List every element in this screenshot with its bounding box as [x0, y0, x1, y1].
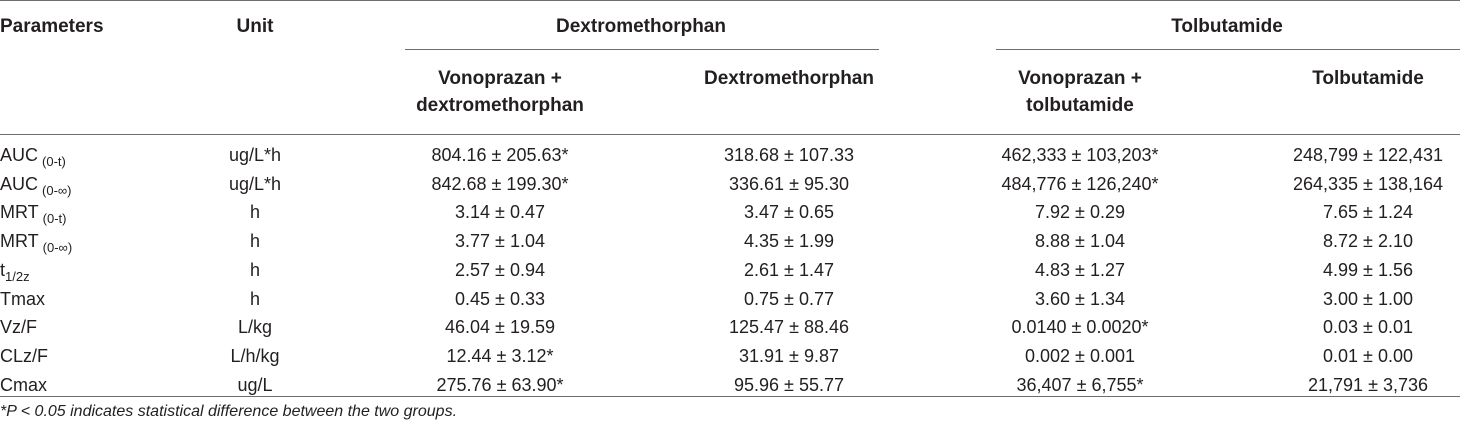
cell-value: 3.60 ± 1.34: [1035, 288, 1125, 309]
cell-value: 4.99 ± 1.56: [1323, 259, 1413, 280]
parameter-subscript: (0-t): [42, 211, 67, 227]
cell-unit: L/h/kg: [230, 345, 280, 366]
table-row: Vz/F L/kg 46.04 ± 19.59 125.47 ± 88.46 0.014…: [0, 314, 1460, 340]
parameter-name: AUC: [0, 145, 39, 165]
cell-value: 0.0140 ± 0.0020*: [1011, 317, 1149, 338]
subheader-vonoprazan-dextromethorphan: Vonoprazan + dextromethorphan: [416, 65, 584, 119]
cell-value: 336.61 ± 95.30: [729, 173, 849, 194]
table-row: Tmax h 0.45 ± 0.33 0.75 ± 0.77 3.60 ± 1.34 3.…: [0, 286, 1460, 312]
subheader-tolbutamide: Tolbutamide: [1312, 65, 1424, 92]
group-rule-dextromethorphan: [405, 49, 879, 50]
cell-value: 484,776 ± 126,240*: [1001, 173, 1159, 194]
cell-value: 804.16 ± 205.63*: [431, 145, 569, 165]
cell-value: 36,407 ± 6,755*: [1016, 374, 1144, 395]
cell-value: 3.00 ± 1.00: [1323, 288, 1413, 309]
cell-value: 2.57 ± 0.94: [455, 259, 545, 280]
cell-value: 8.72 ± 2.10: [1323, 231, 1413, 252]
cell-value: 95.96 ± 55.77: [734, 374, 844, 395]
table-row: MRT (0-t) h 3.14 ± 0.47 3.47 ± 0.65 7.92 ± 0.…: [0, 199, 1460, 226]
subheader-line: dextromethorphan: [416, 95, 584, 116]
cell-parameter: Cmax: [0, 372, 47, 398]
cell-value: 248,799 ± 122,431: [1292, 145, 1444, 165]
cell-value: 3.77 ± 1.04: [455, 231, 545, 252]
cell-parameter: AUC (0-∞): [0, 171, 72, 204]
cell-value: 462,333 ± 103,203*: [1001, 145, 1159, 165]
table-row: t1/2z h 2.57 ± 0.94 2.61 ± 1.47 4.83 ± 1.27 4…: [0, 257, 1460, 284]
header-unit: Unit: [236, 16, 274, 37]
cell-unit: ug/L*h: [228, 173, 282, 194]
cell-value: 264,335 ± 138,164: [1292, 173, 1444, 194]
table-row: CLz/F L/h/kg 12.44 ± 3.12* 31.91 ± 9.87 0.00…: [0, 343, 1460, 369]
subheader-line: Vonoprazan +: [438, 68, 562, 89]
parameter-name: Tmax: [0, 288, 45, 309]
cell-value: 7.92 ± 0.29: [1035, 202, 1125, 223]
parameter-subscript: (0-∞): [42, 240, 73, 256]
table-row: MRT (0-∞) h 3.77 ± 1.04 4.35 ± 1.99 8.88 ± 1.…: [0, 228, 1460, 255]
cell-unit: h: [249, 259, 261, 280]
subheader-line: Tolbutamide: [1312, 68, 1424, 89]
subheader-line: tolbutamide: [1026, 95, 1134, 116]
cell-parameter: Tmax: [0, 286, 45, 312]
table-bottom-rule: [0, 396, 1460, 397]
cell-value: 0.01 ± 0.00: [1323, 345, 1413, 366]
subheader-line: Dextromethorphan: [704, 68, 874, 89]
header-group-tolbutamide: Tolbutamide: [1171, 16, 1283, 37]
table-row: AUC (0-t) ug/L*h 804.16 ± 205.63* 318.68 ± 1…: [0, 142, 1460, 169]
cell-value: 7.65 ± 1.24: [1323, 202, 1413, 223]
parameter-subscript: 1/2z: [5, 268, 30, 284]
cell-value: 8.88 ± 1.04: [1035, 231, 1125, 252]
cell-unit: h: [249, 288, 261, 309]
parameter-name: CLz/F: [0, 345, 49, 366]
cell-value: 31.91 ± 9.87: [739, 345, 839, 366]
subheader-dextromethorphan: Dextromethorphan: [704, 65, 874, 92]
table-row: AUC (0-∞) ug/L*h 842.68 ± 199.30* 336.61 ± 9…: [0, 171, 1460, 198]
cell-value: 2.61 ± 1.47: [744, 259, 834, 280]
cell-unit: ug/L*h: [228, 145, 282, 165]
cell-value: 0.45 ± 0.33: [455, 288, 545, 309]
cell-value: 0.002 ± 0.001: [1025, 345, 1135, 366]
table-top-rule: [0, 0, 1460, 1]
cell-value: 275.76 ± 63.90*: [436, 374, 564, 395]
cell-value: 4.83 ± 1.27: [1035, 259, 1125, 280]
cell-value: 12.44 ± 3.12*: [446, 345, 554, 366]
parameter-name: MRT: [0, 231, 39, 252]
cell-parameter: Vz/F: [0, 314, 37, 340]
cell-value: 4.35 ± 1.99: [744, 231, 834, 252]
parameter-subscript: (0-t): [42, 154, 66, 169]
cell-value: 0.03 ± 0.01: [1323, 317, 1413, 338]
cell-value: 318.68 ± 107.33: [724, 145, 854, 165]
cell-parameter: MRT (0-t): [0, 199, 67, 232]
table-footnote: *P < 0.05 indicates statistical differen…: [0, 403, 458, 420]
cell-value: 3.47 ± 0.65: [744, 202, 834, 223]
cell-value: 125.47 ± 88.46: [729, 317, 849, 338]
parameter-name: MRT: [0, 202, 39, 223]
cell-parameter: MRT (0-∞): [0, 228, 72, 261]
parameter-name: t: [0, 259, 6, 280]
cell-parameter: AUC (0-t): [0, 142, 66, 175]
cell-value: 46.04 ± 19.59: [445, 317, 555, 338]
cell-value: 0.75 ± 0.77: [744, 288, 834, 309]
subheader-vonoprazan-tolbutamide: Vonoprazan + tolbutamide: [1018, 65, 1142, 119]
cell-unit: h: [249, 202, 261, 223]
table-row: Cmax ug/L 275.76 ± 63.90* 95.96 ± 55.77 36,4…: [0, 372, 1460, 398]
table-header-rule: [0, 134, 1460, 135]
header-group-dextromethorphan: Dextromethorphan: [556, 16, 726, 37]
subheader-line: Vonoprazan +: [1018, 68, 1142, 89]
cell-unit: h: [249, 231, 261, 252]
cell-parameter: t1/2z: [0, 257, 30, 290]
group-rule-tolbutamide: [996, 49, 1460, 50]
parameter-name: AUC: [0, 173, 39, 194]
header-parameters: Parameters: [0, 16, 104, 37]
parameter-name: Vz/F: [0, 317, 38, 338]
cell-unit: ug/L: [237, 374, 273, 395]
cell-value: 21,791 ± 3,736: [1308, 374, 1428, 395]
cell-parameter: CLz/F: [0, 343, 48, 369]
cell-unit: L/kg: [237, 317, 273, 338]
cell-value: 3.14 ± 0.47: [455, 202, 545, 223]
parameter-name: Cmax: [0, 374, 48, 395]
parameter-subscript: (0-∞): [42, 182, 72, 198]
cell-value: 842.68 ± 199.30*: [431, 173, 569, 194]
